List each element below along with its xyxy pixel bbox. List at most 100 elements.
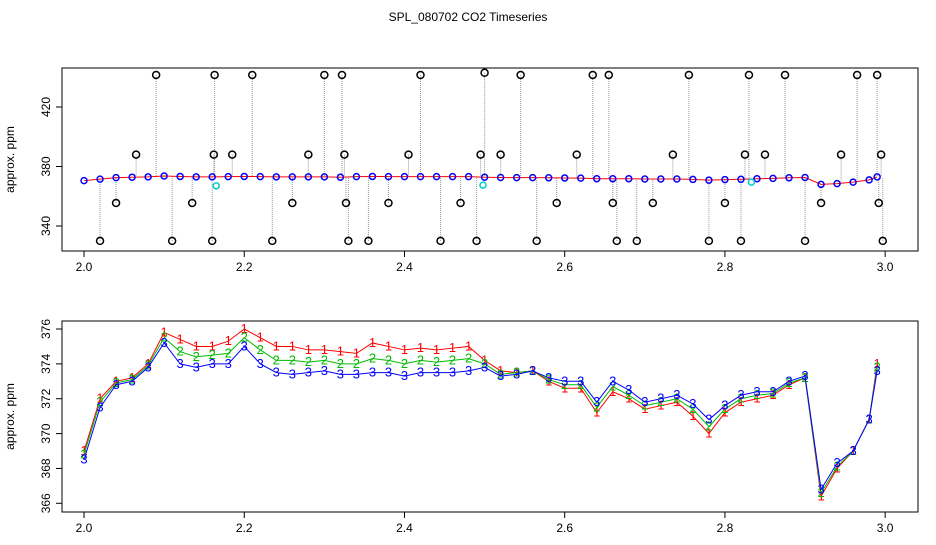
point-marker: 3 — [433, 365, 440, 380]
point — [368, 172, 377, 181]
point — [404, 150, 413, 159]
point — [416, 70, 425, 80]
point — [207, 236, 217, 246]
point — [272, 173, 281, 181]
point-marker: 2 — [513, 365, 520, 380]
point-marker: 1 — [833, 460, 840, 475]
y-tick-label: 340 — [39, 216, 53, 236]
point — [865, 176, 873, 184]
point-marker: 1 — [273, 338, 280, 353]
point — [833, 179, 841, 188]
point-marker: 2 — [433, 354, 440, 369]
point-marker: 2 — [689, 401, 696, 416]
point-marker: 2 — [545, 372, 552, 387]
point — [817, 180, 825, 189]
point — [785, 174, 793, 182]
point — [874, 198, 883, 208]
point — [337, 70, 347, 80]
point — [288, 173, 297, 181]
point — [364, 236, 373, 246]
point — [320, 70, 329, 80]
point — [560, 174, 569, 182]
point-marker: 2 — [625, 387, 632, 402]
point-marker: 3 — [609, 373, 616, 388]
point-marker: 1 — [874, 356, 881, 371]
point — [740, 150, 750, 159]
point-marker: 1 — [177, 331, 184, 346]
point — [341, 198, 351, 208]
point — [572, 150, 581, 159]
point-marker: 2 — [465, 351, 472, 366]
point-marker: 3 — [874, 363, 881, 378]
point — [416, 172, 425, 181]
point-marker: 1 — [209, 338, 216, 353]
point-marker: 1 — [577, 380, 584, 395]
point — [436, 236, 445, 246]
point-marker: 1 — [625, 391, 632, 406]
point — [747, 178, 756, 186]
y-tick-label: 380 — [39, 156, 53, 176]
point-marker: 3 — [625, 382, 632, 397]
point — [80, 176, 88, 185]
point-marker: 3 — [385, 365, 392, 380]
point — [800, 236, 810, 246]
point — [128, 173, 136, 181]
point — [400, 172, 409, 181]
point — [632, 236, 642, 246]
point — [480, 173, 489, 181]
point-marker: 1 — [193, 338, 200, 353]
series-line — [83, 336, 878, 495]
point — [111, 198, 121, 208]
point-marker: 3 — [161, 335, 168, 350]
plot-frame — [61, 67, 919, 252]
point-marker: 1 — [353, 345, 360, 360]
point — [760, 150, 770, 159]
point — [240, 172, 249, 181]
point-marker: 2 — [112, 375, 119, 390]
point-marker: 1 — [241, 321, 248, 336]
point — [268, 236, 277, 246]
point — [479, 181, 487, 189]
point-marker: 3 — [193, 359, 200, 374]
x-tick-label: 2.2 — [236, 260, 253, 274]
point — [248, 70, 257, 80]
point-marker: 3 — [225, 356, 232, 371]
point-marker: 2 — [289, 352, 296, 367]
point-marker: 1 — [817, 488, 824, 503]
point-marker: 3 — [417, 365, 424, 380]
point-marker: 3 — [497, 368, 504, 383]
point — [612, 236, 622, 246]
x-tick-label: 2.4 — [396, 260, 413, 274]
point-marker: 3 — [866, 412, 873, 427]
point-marker: 2 — [481, 356, 488, 371]
point-marker: 3 — [481, 359, 488, 374]
point-marker: 3 — [289, 366, 296, 381]
point — [288, 198, 297, 208]
point-marker: 2 — [145, 358, 152, 373]
point-marker: 1 — [497, 363, 504, 378]
point — [604, 70, 614, 80]
point — [852, 70, 862, 80]
point-marker: 2 — [769, 385, 776, 400]
point — [609, 174, 617, 183]
point-marker: 2 — [817, 485, 824, 500]
point-marker: 1 — [112, 373, 119, 388]
point — [344, 236, 353, 246]
point — [384, 198, 393, 208]
point-marker: 1 — [128, 370, 135, 385]
point-marker: 2 — [385, 352, 392, 367]
point-marker: 2 — [96, 394, 103, 409]
point-marker: 3 — [369, 365, 376, 380]
point — [780, 70, 790, 80]
point-marker: 2 — [128, 372, 135, 387]
point — [210, 70, 219, 80]
point-marker: 1 — [561, 380, 568, 395]
point — [472, 236, 481, 246]
point-marker: 3 — [641, 394, 648, 409]
point — [689, 175, 697, 184]
point-marker: 1 — [753, 391, 760, 406]
point-marker: 3 — [80, 452, 87, 467]
point-marker: 3 — [449, 365, 456, 380]
point-marker: 1 — [369, 335, 376, 350]
point — [464, 172, 473, 181]
